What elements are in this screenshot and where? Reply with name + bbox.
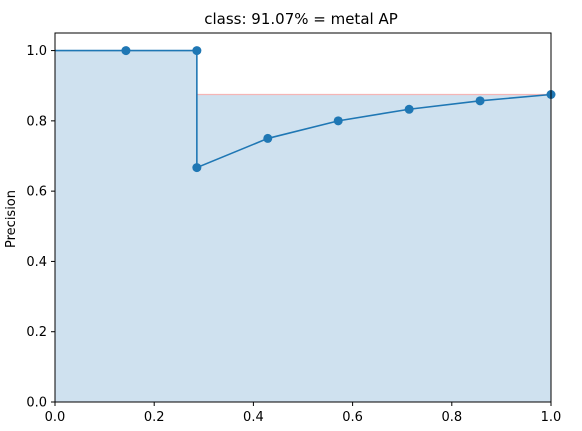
x-tick-label: 0.0 — [45, 410, 66, 425]
data-point — [192, 163, 201, 172]
data-point — [405, 105, 414, 114]
y-axis-label: Precision — [4, 190, 19, 248]
x-tick-label: 0.4 — [243, 410, 264, 425]
x-tick-label: 1.0 — [541, 410, 562, 425]
y-axis: 0.0 0.2 0.4 0.6 0.8 1.0 — [26, 44, 55, 410]
data-point — [121, 46, 130, 55]
y-tick-label: 0.8 — [26, 114, 47, 129]
x-axis: 0.0 0.2 0.4 0.6 0.8 1.0 — [45, 402, 562, 425]
data-point — [263, 134, 272, 143]
x-tick-label: 0.6 — [342, 410, 363, 425]
plot-area — [55, 33, 556, 402]
x-tick-label: 0.8 — [441, 410, 462, 425]
chart-title: class: 91.07% = metal AP — [204, 10, 398, 28]
y-tick-label: 0.2 — [26, 325, 47, 340]
y-tick-label: 0.0 — [26, 396, 47, 411]
data-point — [334, 116, 343, 125]
y-tick-label: 0.6 — [26, 185, 47, 200]
data-point — [476, 96, 485, 105]
data-point — [192, 46, 201, 55]
y-tick-label: 1.0 — [26, 44, 47, 59]
y-tick-label: 0.4 — [26, 255, 47, 270]
x-tick-label: 0.2 — [144, 410, 165, 425]
